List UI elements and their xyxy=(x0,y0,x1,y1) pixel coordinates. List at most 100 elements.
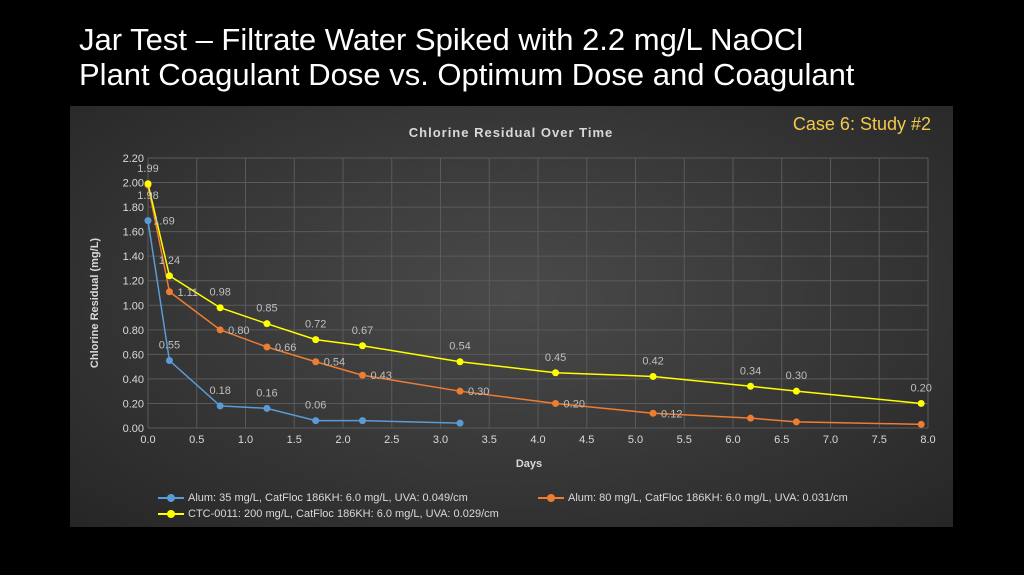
legend-item-2: Alum: 80 mg/L, CatFloc 186KH: 6.0 mg/L, … xyxy=(538,492,848,504)
legend-label: CTC-0011: 200 mg/L, CatFloc 186KH: 6.0 m… xyxy=(188,508,499,520)
x-tick-label: 2.0 xyxy=(335,434,350,446)
y-tick-label: 1.80 xyxy=(123,202,144,214)
data-label: 0.18 xyxy=(209,385,230,397)
data-point xyxy=(792,387,800,395)
y-tick-label: 2.20 xyxy=(123,153,144,165)
case-label: Case 6: Study #2 xyxy=(792,114,931,134)
legend-label: Alum: 80 mg/L, CatFloc 186KH: 6.0 mg/L, … xyxy=(568,492,848,504)
data-point xyxy=(359,371,366,379)
data-label: 0.72 xyxy=(305,319,326,331)
data-point xyxy=(649,409,657,417)
data-label: 0.66 xyxy=(275,342,296,354)
data-label: 1.24 xyxy=(159,255,180,267)
data-label: 0.85 xyxy=(256,303,277,315)
data-label: 0.06 xyxy=(305,400,326,412)
data-point xyxy=(552,369,560,377)
x-tick-label: 4.5 xyxy=(579,434,594,446)
data-point xyxy=(312,417,320,425)
data-point xyxy=(144,217,152,225)
x-tick-label: 8.0 xyxy=(920,434,935,446)
data-point xyxy=(917,399,925,407)
y-tick-label: 1.20 xyxy=(123,276,144,288)
data-label: 0.54 xyxy=(324,357,345,369)
legend-swatch xyxy=(538,493,564,503)
series-lines xyxy=(144,180,925,428)
data-label: 1.69 xyxy=(153,216,174,228)
data-point xyxy=(216,402,224,410)
data-label: 0.12 xyxy=(661,408,682,420)
x-axis-label: Days xyxy=(516,458,542,470)
legend-item-3: CTC-0011: 200 mg/L, CatFloc 186KH: 6.0 m… xyxy=(158,508,499,520)
data-label: 1.11 xyxy=(177,287,198,299)
legend-item-1: Alum: 35 mg/L, CatFloc 186KH: 6.0 mg/L, … xyxy=(158,492,468,504)
y-tick-label: 0.60 xyxy=(123,349,144,361)
data-label: 0.20 xyxy=(564,398,585,410)
gridlines xyxy=(147,157,929,429)
slide-title-line-1: Jar Test – Filtrate Water Spiked with 2.… xyxy=(79,22,804,57)
y-tick-label: 0.20 xyxy=(123,398,144,410)
x-tick-label: 3.0 xyxy=(433,434,448,446)
chart-panel: Case 6: Study #2 Chlorine Residual Over … xyxy=(70,106,953,527)
y-tick-label: 0.00 xyxy=(123,423,144,435)
y-tick-label: 1.00 xyxy=(123,300,144,312)
x-tick-label: 0.0 xyxy=(140,434,155,446)
data-label: 0.54 xyxy=(449,341,470,353)
data-label: 0.98 xyxy=(209,287,230,299)
line-chart: Chlorine Residual Over Time Days Chlorin… xyxy=(89,125,936,470)
slide-title: Jar Test – Filtrate Water Spiked with 2.… xyxy=(79,22,999,92)
data-label: 0.43 xyxy=(371,370,392,382)
data-point xyxy=(165,272,173,280)
data-point xyxy=(312,336,320,344)
data-point xyxy=(216,304,224,312)
data-label: 1.98 xyxy=(137,190,158,202)
x-tick-label: 0.5 xyxy=(189,434,204,446)
data-point xyxy=(165,357,173,364)
data-point xyxy=(144,180,152,188)
x-tick-label: 7.0 xyxy=(823,434,838,446)
data-label: 0.45 xyxy=(545,352,566,364)
y-axis-label: Chlorine Residual (mg/L) xyxy=(89,238,101,369)
data-label: 0.42 xyxy=(642,355,663,367)
slide-title-line-2: Plant Coagulant Dose vs. Optimum Dose an… xyxy=(79,57,855,92)
data-point xyxy=(165,288,173,296)
axis-ticks: 0.00 0.20 0.40 0.60 0.80 1.00 1.20 1.40 1.60 1.80… xyxy=(123,153,936,446)
x-tick-label: 3.5 xyxy=(482,434,497,446)
data-label: 0.34 xyxy=(740,365,761,377)
data-point xyxy=(359,342,366,350)
data-point xyxy=(747,414,755,422)
legend-swatch xyxy=(158,509,184,519)
legend-label: Alum: 35 mg/L, CatFloc 186KH: 6.0 mg/L, … xyxy=(188,492,468,504)
x-tick-label: 6.5 xyxy=(774,434,789,446)
chart-title: Chlorine Residual Over Time xyxy=(409,125,613,140)
data-label: 0.30 xyxy=(468,386,489,398)
y-tick-label: 0.40 xyxy=(123,374,144,386)
x-tick-label: 7.5 xyxy=(872,434,887,446)
x-tick-label: 1.0 xyxy=(238,434,253,446)
x-tick-label: 2.5 xyxy=(384,434,399,446)
y-tick-label: 0.80 xyxy=(123,325,144,337)
data-point xyxy=(263,343,271,351)
data-label: 0.16 xyxy=(256,387,277,399)
data-point xyxy=(312,358,320,366)
y-tick-label: 2.00 xyxy=(123,178,144,190)
data-point xyxy=(456,419,464,427)
data-label: 0.80 xyxy=(228,325,249,337)
data-point xyxy=(456,387,464,395)
data-point xyxy=(747,382,755,390)
data-point xyxy=(552,399,560,407)
y-tick-label: 1.40 xyxy=(123,251,144,263)
data-point xyxy=(792,418,800,426)
data-label: 0.67 xyxy=(352,325,373,337)
data-labels: 1.69 0.55 0.18 0.16 0.06 1.98 1.11 0.80 0.66 0.54… xyxy=(137,163,932,421)
data-label: 0.55 xyxy=(159,340,180,352)
data-point xyxy=(649,372,657,380)
x-tick-label: 1.5 xyxy=(287,434,302,446)
x-tick-label: 5.5 xyxy=(677,434,692,446)
data-label: 1.99 xyxy=(137,163,158,175)
data-point xyxy=(917,420,925,428)
y-tick-label: 1.60 xyxy=(123,227,144,239)
data-point xyxy=(263,404,271,412)
x-tick-label: 4.0 xyxy=(530,434,545,446)
x-tick-label: 6.0 xyxy=(725,434,740,446)
series-line-2 xyxy=(147,184,922,426)
